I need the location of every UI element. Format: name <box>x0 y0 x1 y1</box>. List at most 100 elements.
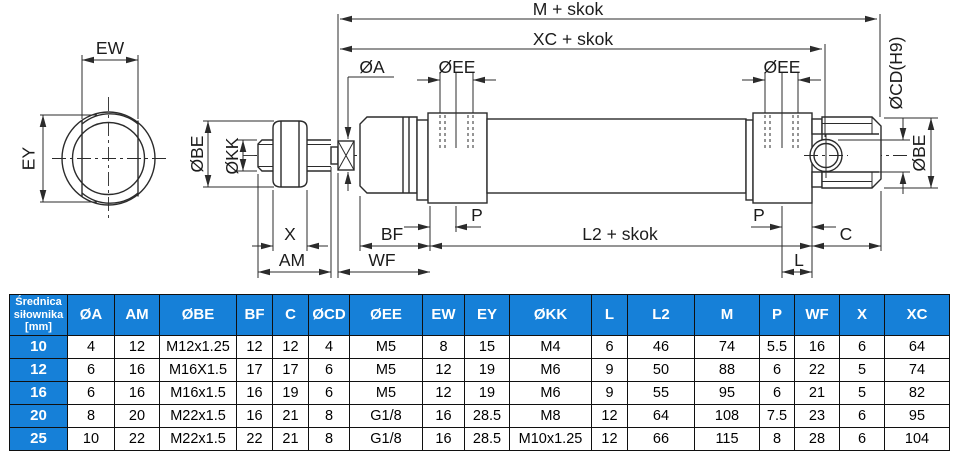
table-cell: 16 <box>422 403 465 428</box>
dim-label-ew: EW <box>96 38 125 58</box>
table-cell: 28.5 <box>464 403 510 428</box>
table-cell: 6 <box>67 357 115 382</box>
table-cell: 4 <box>67 334 115 359</box>
table-cell: M4 <box>509 334 592 359</box>
column-header: ØEE <box>349 294 423 336</box>
table-cell: M5 <box>349 334 423 359</box>
table-cell: 12 <box>422 380 465 405</box>
column-header: P <box>759 294 795 336</box>
column-header: EW <box>422 294 465 336</box>
table-head: Średnica siłownika [mm] ØA AM ØBE BF C ØCD ØEE E… <box>9 294 950 336</box>
table-cell: 7.5 <box>759 403 795 428</box>
column-header: Średnica siłownika [mm] <box>9 294 68 336</box>
table-cell: 23 <box>794 403 840 428</box>
table-cell: 16 <box>114 380 160 405</box>
table-cell: 9 <box>591 380 628 405</box>
dim-xc-skok: XC + skok <box>340 29 827 178</box>
dim-label-wf: WF <box>368 250 395 270</box>
table-cell: 20 <box>114 403 160 428</box>
table-body: 10 4 12 M12x1.25 12 12 4 M5 8 15 M4 6 46 74 5.5 16 6 64 12… <box>9 334 950 451</box>
dim-ey: EY <box>19 114 97 203</box>
dim-bf: BF <box>360 224 430 250</box>
column-header: C <box>272 294 309 336</box>
table-cell: 16 <box>422 426 465 451</box>
column-header: ØCD <box>308 294 350 336</box>
column-header: ØA <box>67 294 115 336</box>
dim-oa: ØA <box>344 57 394 191</box>
table-cell: 104 <box>884 426 950 451</box>
table-cell: 8 <box>759 426 795 451</box>
cylinder-technical-drawing: EW EY <box>19 0 938 278</box>
table-cell: 19 <box>464 357 510 382</box>
dim-p-front: P <box>404 205 483 231</box>
table-cell: M6 <box>509 380 592 405</box>
table-cell: 22 <box>236 426 273 451</box>
table-cell: 95 <box>884 403 950 428</box>
dim-p-rear: P <box>751 205 836 231</box>
dim-label-obe-left: ØBE <box>187 136 207 173</box>
table-cell: 8 <box>67 403 115 428</box>
dim-label-c: C <box>840 224 853 244</box>
table-cell: 66 <box>627 426 695 451</box>
table-cell: 74 <box>694 334 760 359</box>
dim-ew: EW <box>81 38 139 119</box>
table-cell: 16 <box>114 357 160 382</box>
dim-x: X <box>252 224 328 250</box>
row-header: 12 <box>9 357 68 382</box>
table-cell: 82 <box>884 380 950 405</box>
table-cell: 28 <box>794 426 840 451</box>
table-header-row: Średnica siłownika [mm] ØA AM ØBE BF C ØCD ØEE E… <box>9 294 950 336</box>
table-cell: 108 <box>694 403 760 428</box>
table-row: 10 4 12 M12x1.25 12 12 4 M5 8 15 M4 6 46 74 5.5 16 6 64 <box>9 334 950 359</box>
table-cell: 95 <box>694 380 760 405</box>
dim-label-am: AM <box>279 250 305 270</box>
dim-c: C <box>812 224 881 250</box>
table-cell: M6 <box>509 357 592 382</box>
table-cell: 6 <box>308 380 350 405</box>
row-header: 20 <box>9 403 68 428</box>
table-cell: 21 <box>794 380 840 405</box>
table-cell: 16 <box>236 380 273 405</box>
dim-label-l: L <box>794 250 804 270</box>
column-header: ØBE <box>159 294 237 336</box>
table-cell: 12 <box>591 426 628 451</box>
table-cell: 17 <box>272 357 309 382</box>
table-cell: 21 <box>272 403 309 428</box>
table-cell: 64 <box>627 403 695 428</box>
table-cell: 6 <box>308 357 350 382</box>
table-cell: 8 <box>308 403 350 428</box>
dim-label-m-skok: M + skok <box>533 0 604 19</box>
table-cell: 6 <box>591 334 628 359</box>
table-cell: 12 <box>236 334 273 359</box>
column-header: M <box>694 294 760 336</box>
table-cell: 17 <box>236 357 273 382</box>
dim-ocd: ØCD(H9) <box>838 37 910 194</box>
table-cell: 12 <box>114 334 160 359</box>
dim-obe-right: ØBE <box>884 117 938 189</box>
dim-obe-left: ØBE <box>187 120 274 188</box>
table-cell: 88 <box>694 357 760 382</box>
dim-label-x: X <box>284 224 296 244</box>
table-cell: 6 <box>759 357 795 382</box>
table-cell: G1/8 <box>349 426 423 451</box>
table-cell: 46 <box>627 334 695 359</box>
table-row: 16 6 16 M16x1.5 16 19 6 M5 12 19 M6 9 55 95 6 21 5 82 <box>9 380 950 405</box>
table-cell: 6 <box>839 426 885 451</box>
dim-l: L <box>782 250 812 276</box>
table-cell: 19 <box>272 380 309 405</box>
table-cell: 74 <box>884 357 950 382</box>
table-cell: M5 <box>349 380 423 405</box>
column-header: L <box>591 294 628 336</box>
table-cell: 22 <box>114 426 160 451</box>
dim-label-l2-skok: L2 + skok <box>582 224 658 244</box>
column-header: XC <box>884 294 950 336</box>
table-cell: 55 <box>627 380 695 405</box>
table-cell: 64 <box>884 334 950 359</box>
table-cell: M8 <box>509 403 592 428</box>
dim-label-ey: EY <box>19 147 39 171</box>
dim-label-p-rear: P <box>753 205 765 225</box>
column-header: AM <box>114 294 160 336</box>
column-header: BF <box>236 294 273 336</box>
table-cell: M22x1.5 <box>159 403 237 428</box>
